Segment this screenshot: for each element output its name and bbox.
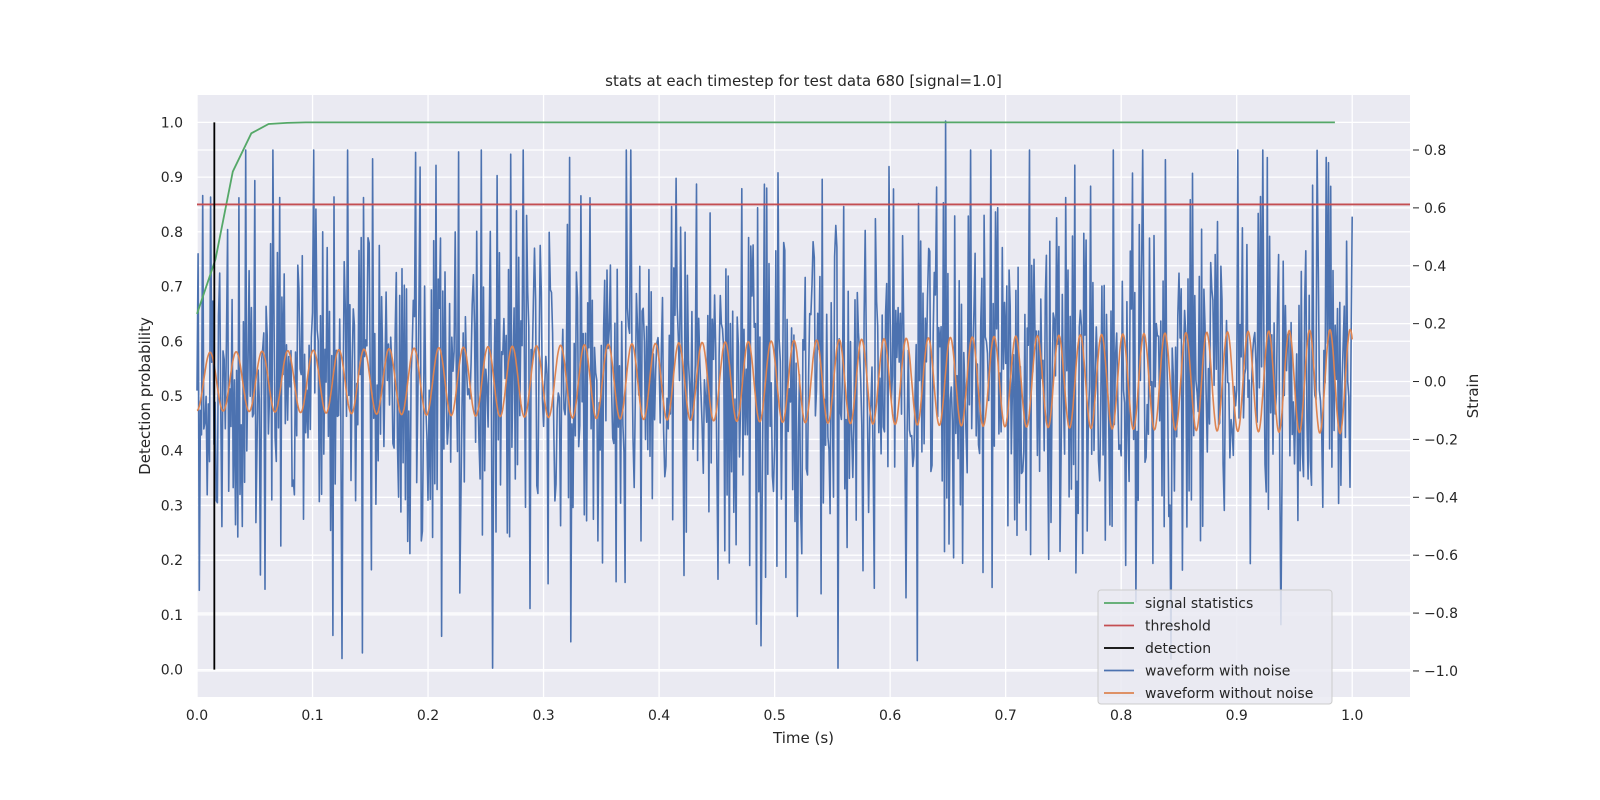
y-right-tick-label: 0.8 xyxy=(1424,143,1446,159)
y-right-tick-label: 0.6 xyxy=(1424,201,1446,217)
chart-title: stats at each timestep for test data 680… xyxy=(605,72,1002,90)
y-left-tick-label: 0.2 xyxy=(161,553,183,569)
y-right-tick-label: 0.2 xyxy=(1424,317,1446,333)
x-tick-label: 0.0 xyxy=(186,708,208,724)
y-right-tick-label: −0.6 xyxy=(1424,548,1458,564)
x-tick-label: 0.5 xyxy=(763,708,785,724)
x-tick-label: 0.1 xyxy=(301,708,323,724)
x-tick-label: 0.8 xyxy=(1110,708,1132,724)
y-left-tick-label: 0.1 xyxy=(161,608,183,624)
x-tick-label: 1.0 xyxy=(1341,708,1363,724)
y-left-tick-label: 0.0 xyxy=(161,663,183,679)
series-layer xyxy=(196,120,1410,670)
y-right-tick-label: 0.0 xyxy=(1424,375,1446,391)
y-left-tick-label: 0.5 xyxy=(161,389,183,405)
legend-label-waveform-without-noise: waveform without noise xyxy=(1145,686,1313,702)
y-left-tick-label: 0.3 xyxy=(161,498,183,514)
series-waveform-with-noise xyxy=(196,120,1353,669)
legend-label-threshold: threshold xyxy=(1145,619,1211,635)
legend-label-waveform-with-noise: waveform with noise xyxy=(1145,664,1290,680)
y-right-tick-label: −0.8 xyxy=(1424,606,1458,622)
y-right-axis-label: Strain xyxy=(1464,374,1482,418)
x-tick-label: 0.6 xyxy=(879,708,901,724)
x-tick-label: 0.2 xyxy=(417,708,439,724)
y-left-tick-label: 1.0 xyxy=(161,115,183,131)
y-left-tick-label: 0.7 xyxy=(161,280,183,296)
legend: signal statistics threshold detection wa… xyxy=(1097,589,1333,705)
legend-box xyxy=(1097,589,1333,705)
y-left-axis-label: Detection probability xyxy=(136,317,154,475)
legend-label-detection: detection xyxy=(1145,641,1211,657)
x-tick-label: 0.7 xyxy=(995,708,1017,724)
y-right-tick-label: −0.2 xyxy=(1424,432,1458,448)
y-right-tick-label: −1.0 xyxy=(1424,664,1458,680)
x-tick-label: 0.9 xyxy=(1226,708,1248,724)
x-tick-label: 0.3 xyxy=(532,708,554,724)
x-axis-label: Time (s) xyxy=(772,729,834,747)
y-left-tick-label: 0.8 xyxy=(161,225,183,241)
y-left-tick-label: 0.6 xyxy=(161,334,183,350)
y-right-tick-label: −0.4 xyxy=(1424,490,1458,506)
ticks-layer: 0.0 0.1 0.2 0.3 0.4 0.5 0.6 0.7 0.8 0.9 1.0 0.0 0.1 0… xyxy=(161,115,1458,724)
series-waveform-without-noise xyxy=(196,328,1353,435)
y-right-tick-label: 0.4 xyxy=(1424,259,1446,275)
legend-label-signal-statistics: signal statistics xyxy=(1145,596,1253,612)
y-left-tick-label: 0.4 xyxy=(161,444,183,460)
series-signal-statistics xyxy=(196,121,1335,315)
y-left-tick-label: 0.9 xyxy=(161,170,183,186)
x-tick-label: 0.4 xyxy=(648,708,670,724)
